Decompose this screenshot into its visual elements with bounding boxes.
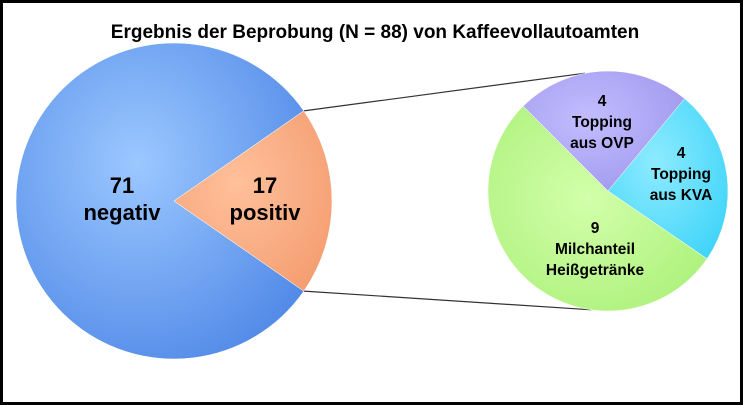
connector-lines <box>303 72 592 311</box>
label-milchanteil: 9 Milchanteil Heißgetränke <box>546 220 645 279</box>
main-pie: 71 negativ 17 positiv <box>15 42 333 360</box>
chart-title: Ergebnis der Beprobung (N = 88) von Kaff… <box>111 22 639 43</box>
slice-negativ <box>15 42 305 360</box>
slice-positiv <box>173 110 333 292</box>
pie-of-pie-chart: Ergebnis der Beprobung (N = 88) von Kaff… <box>15 22 729 360</box>
label-positiv: 17 positiv <box>230 173 302 225</box>
slice-sub-1 <box>522 70 686 192</box>
label-topping-ovp: 4 Topping aus OVP <box>570 93 634 152</box>
connector-line-bottom <box>303 290 592 311</box>
slice-sub-2 <box>607 98 729 260</box>
label-topping-kva: 4 Topping aus KVA <box>650 145 713 204</box>
connector-line-top <box>303 72 586 112</box>
slice-sub-3 <box>487 105 708 312</box>
label-negativ: 71 negativ <box>83 173 161 225</box>
